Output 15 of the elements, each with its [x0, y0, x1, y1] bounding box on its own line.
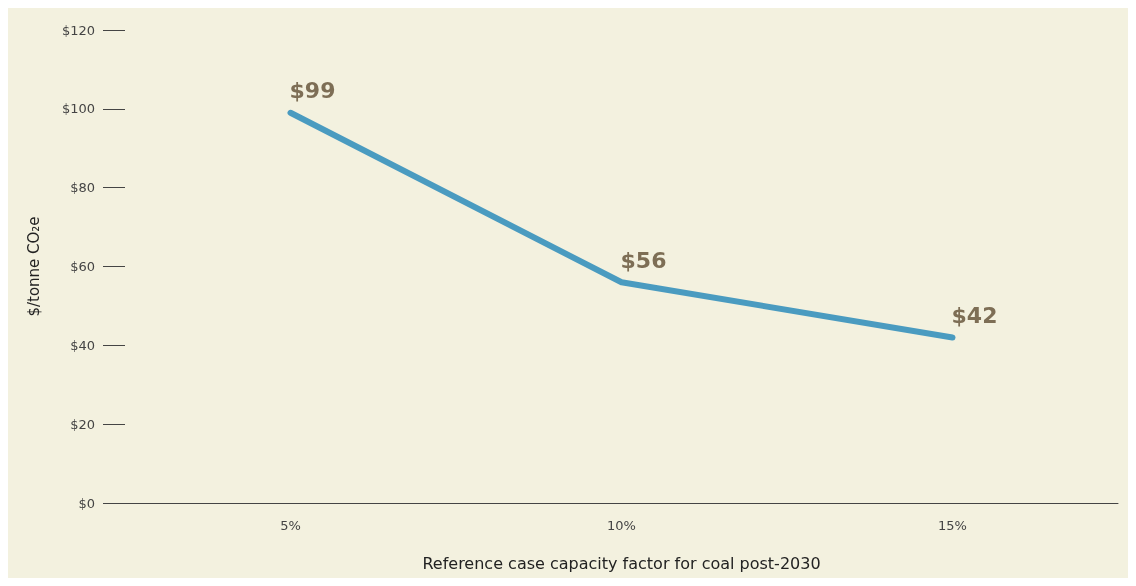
y-tick-label: $60 — [70, 259, 95, 274]
x-tick-label: 5% — [280, 518, 301, 533]
y-tick-label: $100 — [61, 101, 95, 117]
data-label: $56 — [620, 247, 667, 273]
y-tick-label: $20 — [70, 416, 95, 432]
y-tick-label: $80 — [70, 180, 95, 196]
x-tick-label: 15% — [938, 518, 967, 533]
y-axis-title: $/tonne CO₂e — [24, 216, 43, 317]
x-tick-label: 10% — [607, 518, 636, 533]
y-tick-label: $0 — [78, 495, 95, 511]
data-label: $99 — [289, 78, 336, 104]
y-tick-label: $40 — [70, 337, 95, 353]
x-axis-title: Reference case capacity factor for coal post-2030 — [422, 553, 821, 573]
y-tick-label: $120 — [61, 22, 95, 38]
data-label: $42 — [951, 302, 998, 328]
